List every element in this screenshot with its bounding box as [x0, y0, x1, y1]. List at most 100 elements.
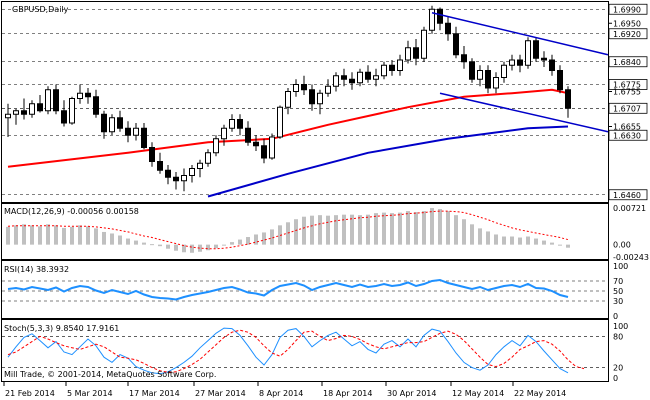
macd-bar [110, 233, 114, 245]
candle [549, 54, 555, 76]
candle [541, 51, 547, 67]
candle-body-bull [381, 64, 387, 77]
macd-bar [398, 212, 402, 245]
candle-body-bull [213, 138, 219, 154]
candle-body-bull [285, 91, 291, 108]
date-label: 22 May 2014 [514, 389, 566, 398]
moving-averages [7, 88, 569, 198]
rsi-tick-label: 30 [613, 297, 623, 306]
macd-bar [14, 225, 18, 245]
candle [213, 135, 219, 157]
candle-body-bear [157, 161, 163, 171]
price-levels [2, 8, 608, 196]
macd-pane-frame [1, 203, 609, 260]
candle [413, 39, 419, 66]
date-label: 27 Mar 2014 [195, 389, 246, 398]
candle [565, 86, 571, 118]
candle-body-bull [405, 47, 411, 61]
candle-body-bull [181, 175, 187, 182]
macd-bar [118, 235, 122, 245]
candle [157, 152, 163, 174]
stoch-main-line [7, 327, 569, 375]
candle [421, 26, 427, 62]
macd-bar [302, 216, 306, 245]
macd-bar [190, 244, 194, 253]
candle-body-bull [69, 98, 75, 124]
macd-bar [22, 224, 26, 245]
candle-body-bull [293, 84, 299, 92]
macd-bar [134, 240, 138, 245]
macd-bar [382, 212, 386, 245]
candle [117, 110, 123, 132]
macd-bar [6, 226, 10, 245]
candle [493, 72, 499, 94]
candle-body-bear [437, 8, 443, 24]
candle-body-bear [117, 117, 123, 129]
macd-bar [526, 236, 530, 245]
candle [477, 65, 483, 87]
stoch-pane-frame [1, 319, 609, 382]
date-label: 21 Feb 2014 [5, 389, 55, 398]
rsi-title: RSI(14) 38.3932 [4, 265, 69, 274]
candle [405, 40, 411, 64]
candle-body-bear [245, 127, 251, 143]
candle [373, 68, 379, 87]
candle-body-bull [429, 8, 435, 31]
macd-bar [350, 214, 354, 245]
candle-body-bear [261, 145, 267, 159]
rsi-line [7, 278, 569, 301]
candle-body-bear [101, 113, 107, 133]
macd-bar [406, 211, 410, 245]
candle [237, 114, 243, 136]
candle [469, 58, 475, 83]
stoch-tick-label: 80 [613, 332, 623, 341]
candle [101, 110, 107, 139]
candle-body-bull [133, 127, 139, 136]
macd-bar [150, 244, 154, 246]
macd-bar [334, 215, 338, 245]
stoch-signal-line [7, 329, 585, 373]
rsi-tick-label: 0 [613, 312, 618, 321]
candle [453, 26, 459, 59]
candle [77, 84, 83, 104]
candle [341, 68, 347, 87]
candle-body-bear [173, 176, 179, 182]
macd-bar [246, 237, 250, 245]
candle-body-bull [5, 113, 11, 119]
price-tick-label: 1.6990 [613, 5, 641, 14]
candle [485, 65, 491, 94]
macd-bar [510, 236, 514, 245]
candle-body-bull [525, 40, 531, 66]
candle-body-bear [549, 59, 555, 71]
candle [429, 5, 435, 34]
candle [325, 79, 331, 97]
candle [309, 84, 315, 111]
candle-body-bull [189, 168, 195, 176]
candle [517, 54, 523, 73]
candle [173, 172, 179, 190]
candle [181, 168, 187, 192]
macd-bar [430, 208, 434, 245]
macd-bar [78, 225, 82, 245]
macd-bar [62, 227, 66, 245]
candle [133, 123, 139, 141]
macd-bar [462, 219, 466, 245]
macd-bar [262, 232, 266, 245]
candle-body-bear [165, 169, 171, 178]
stoch-tick-label: 0 [613, 374, 618, 383]
candle [165, 165, 171, 185]
trendlines [431, 12, 609, 133]
macd-bar [374, 213, 378, 245]
price-pane-frame [1, 1, 609, 203]
candle-body-bear [557, 70, 563, 91]
macd-bar [46, 224, 50, 245]
macd-bar [342, 214, 346, 245]
price-tick-label: 1.6775 [613, 81, 641, 90]
candle [461, 46, 467, 69]
candle-body-bear [389, 64, 395, 71]
candle [357, 68, 363, 87]
date-label: 17 Mar 2014 [129, 389, 180, 398]
candle [5, 103, 11, 137]
stoch-tick-label: 20 [613, 364, 623, 373]
candle-body-bull [373, 75, 379, 80]
